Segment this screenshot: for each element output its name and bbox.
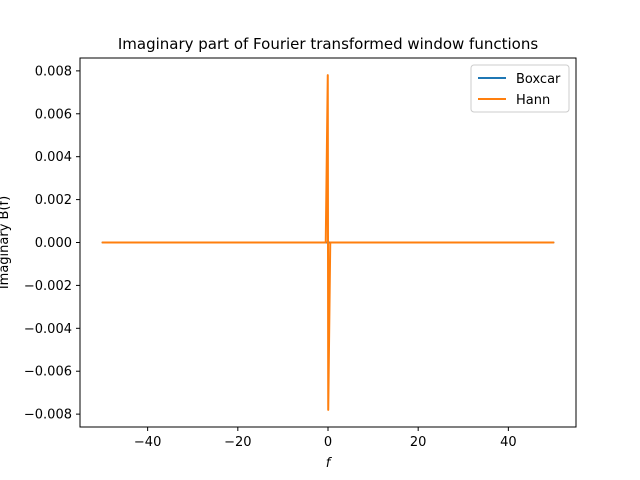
y-tick-label: −0.006 <box>24 365 72 380</box>
legend-label-hann: Hann <box>516 93 550 108</box>
y-tick-label: 0.004 <box>35 150 72 165</box>
y-tick-label: −0.004 <box>24 322 72 337</box>
y-axis-label: Imaginary B(f) <box>0 196 12 289</box>
y-tick-label: 0.006 <box>35 107 72 122</box>
y-axis-ticks: −0.008 −0.006 −0.004 −0.002 0.000 0.002 0.004 0… <box>24 64 80 423</box>
x-tick-label: −20 <box>224 435 251 450</box>
legend-box <box>470 64 570 113</box>
x-tick-label: 40 <box>500 435 517 450</box>
legend-label-boxcar: Boxcar <box>516 72 561 87</box>
x-tick-label: −40 <box>134 435 161 450</box>
chart-title: Imaginary part of Fourier transformed wi… <box>118 35 538 53</box>
series-layer <box>101 74 555 411</box>
y-tick-label: 0.000 <box>35 236 72 251</box>
x-tick-label: 20 <box>410 435 427 450</box>
y-tick-label: 0.008 <box>35 64 72 79</box>
y-tick-label: 0.002 <box>35 193 72 208</box>
series-line-hann <box>101 74 555 411</box>
x-axis-label: f <box>326 456 333 471</box>
x-tick-label: 0 <box>324 435 332 450</box>
plot-frame <box>79 57 577 428</box>
y-tick-label: −0.002 <box>24 279 72 294</box>
y-tick-label: −0.008 <box>24 408 72 423</box>
legend: Boxcar Hann <box>470 64 570 113</box>
x-axis-ticks: −40 −20 0 20 40 <box>134 427 517 450</box>
